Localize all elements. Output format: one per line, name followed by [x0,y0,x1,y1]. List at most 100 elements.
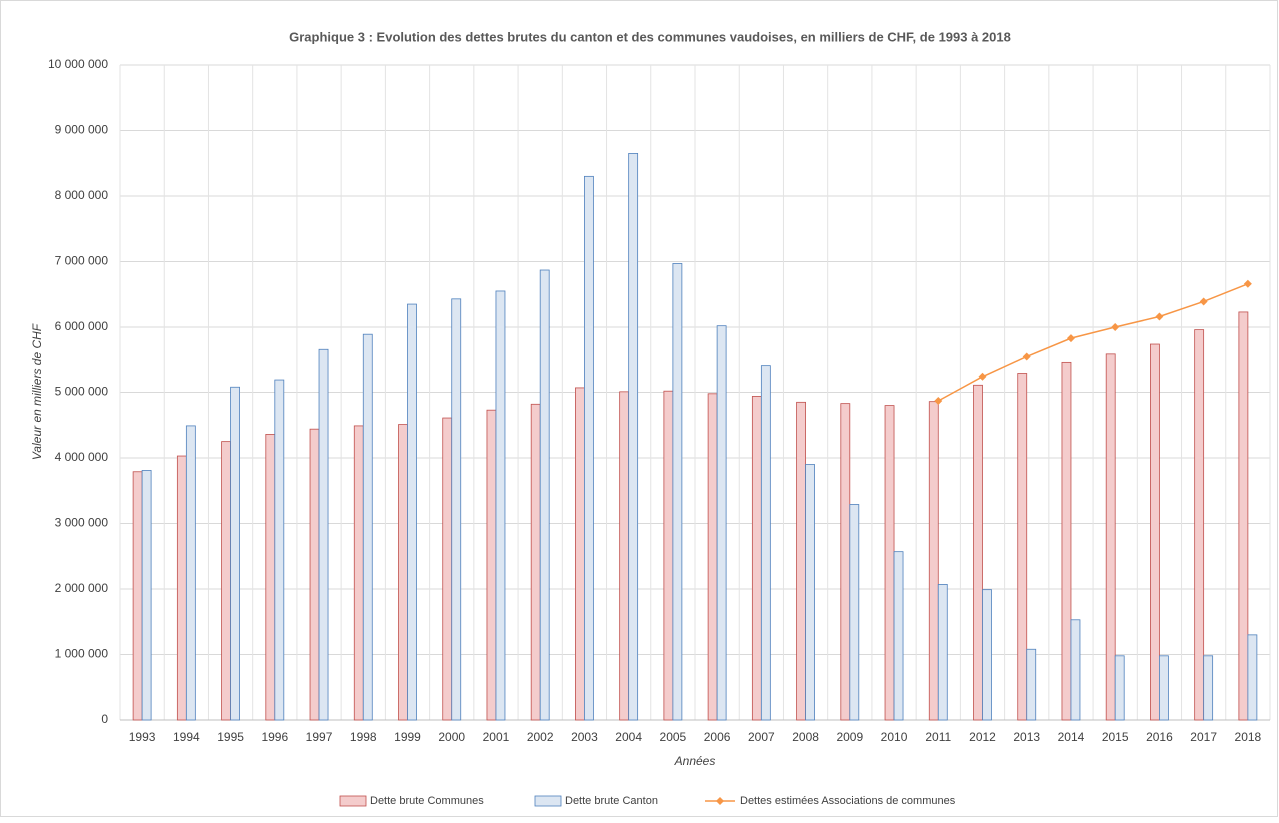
y-tick-label: 8 000 000 [55,188,109,202]
bar [1017,373,1028,721]
x-tick-label: 2001 [483,730,510,744]
bar [1194,329,1205,721]
x-tick-label: 1993 [129,730,156,744]
bar [840,403,851,721]
x-tick-label: 2003 [571,730,598,744]
line-marker [934,397,943,406]
x-tick-label: 2006 [704,730,731,744]
bar [1114,655,1125,721]
line [937,283,1249,402]
bar [185,425,196,721]
bar [221,441,231,721]
legend-swatch [534,795,562,807]
line-marker [1199,297,1208,306]
bar [716,325,727,721]
x-tick-label: 2017 [1190,730,1217,744]
legend-label: Dettes estimées Associations de communes [740,795,956,807]
x-tick-label: 2004 [615,730,642,744]
bar [486,409,497,721]
y-tick-label: 2 000 000 [55,581,109,595]
bar [973,384,983,721]
legend-label: Dette brute Communes [370,795,484,807]
line-marker [1111,323,1120,331]
bar [575,387,585,721]
x-tick-label: 2000 [438,730,465,744]
chart-title: Graphique 3 : Evolution des dettes brute… [289,29,1011,44]
bar [407,303,417,721]
bar [663,390,674,721]
x-tick-label: 2018 [1235,730,1262,744]
legend-swatch [339,795,367,807]
bar [928,401,939,721]
x-tick-label: 1999 [394,730,421,744]
y-tick-label: 10 000 000 [48,57,108,71]
line-marker [1243,279,1252,288]
bar [672,263,683,721]
x-tick-label: 2011 [925,730,951,744]
x-tick-label: 2012 [969,730,996,744]
bar [362,333,373,721]
x-tick-label: 2010 [881,730,908,744]
x-tick-label: 1994 [173,730,200,744]
y-tick-label: 4 000 000 [55,450,109,464]
x-tick-label: 2008 [792,730,819,744]
y-tick-label: 0 [101,712,108,726]
bar [796,401,806,721]
x-tick-label: 1996 [261,730,288,744]
bar [1026,648,1037,721]
bar [353,425,364,721]
legend-swatch [716,797,724,805]
bar [451,298,462,721]
bar [132,471,143,721]
bar [230,386,240,721]
bar [805,464,815,721]
bar [849,504,860,721]
bar [884,405,895,721]
bar [398,424,408,721]
bar [530,403,541,721]
bar [1247,634,1258,721]
x-axis-label: Années [674,754,716,768]
bar [318,348,329,721]
bar [937,584,948,721]
bar [1238,311,1249,721]
x-tick-label: 2002 [527,730,554,744]
bar [442,417,453,721]
y-tick-label: 9 000 000 [55,123,109,137]
bar [309,428,320,721]
bar [628,153,639,721]
line-marker [1066,334,1075,343]
bar [495,290,506,721]
bar [1159,655,1169,721]
bar [982,589,992,721]
y-axis-label: Valeur en milliers de CHF [30,323,44,460]
y-tick-label: 1 000 000 [55,647,109,661]
x-tick-label: 2016 [1146,730,1173,744]
bar [265,434,276,721]
line-marker [1022,352,1031,361]
x-tick-label: 1997 [306,730,333,744]
x-tick-label: 2013 [1013,730,1040,744]
y-tick-label: 5 000 000 [55,385,109,399]
bar [1203,655,1214,721]
bar [1150,343,1160,721]
x-tick-label: 2009 [836,730,863,744]
legend-label: Dette brute Canton [565,795,658,807]
bar [1070,619,1081,721]
bar [176,455,187,721]
bar [584,175,594,721]
x-tick-label: 2014 [1058,730,1085,744]
y-tick-label: 3 000 000 [55,516,109,530]
line-marker [1155,312,1164,321]
y-tick-label: 7 000 000 [55,254,109,268]
x-tick-label: 1995 [217,730,244,744]
bar [141,470,152,721]
y-tick-label: 6 000 000 [55,319,109,333]
bar [619,391,630,721]
bar [1061,361,1072,721]
bar [539,269,550,721]
bar [760,365,771,721]
x-tick-label: 2007 [748,730,775,744]
bar [893,551,904,721]
